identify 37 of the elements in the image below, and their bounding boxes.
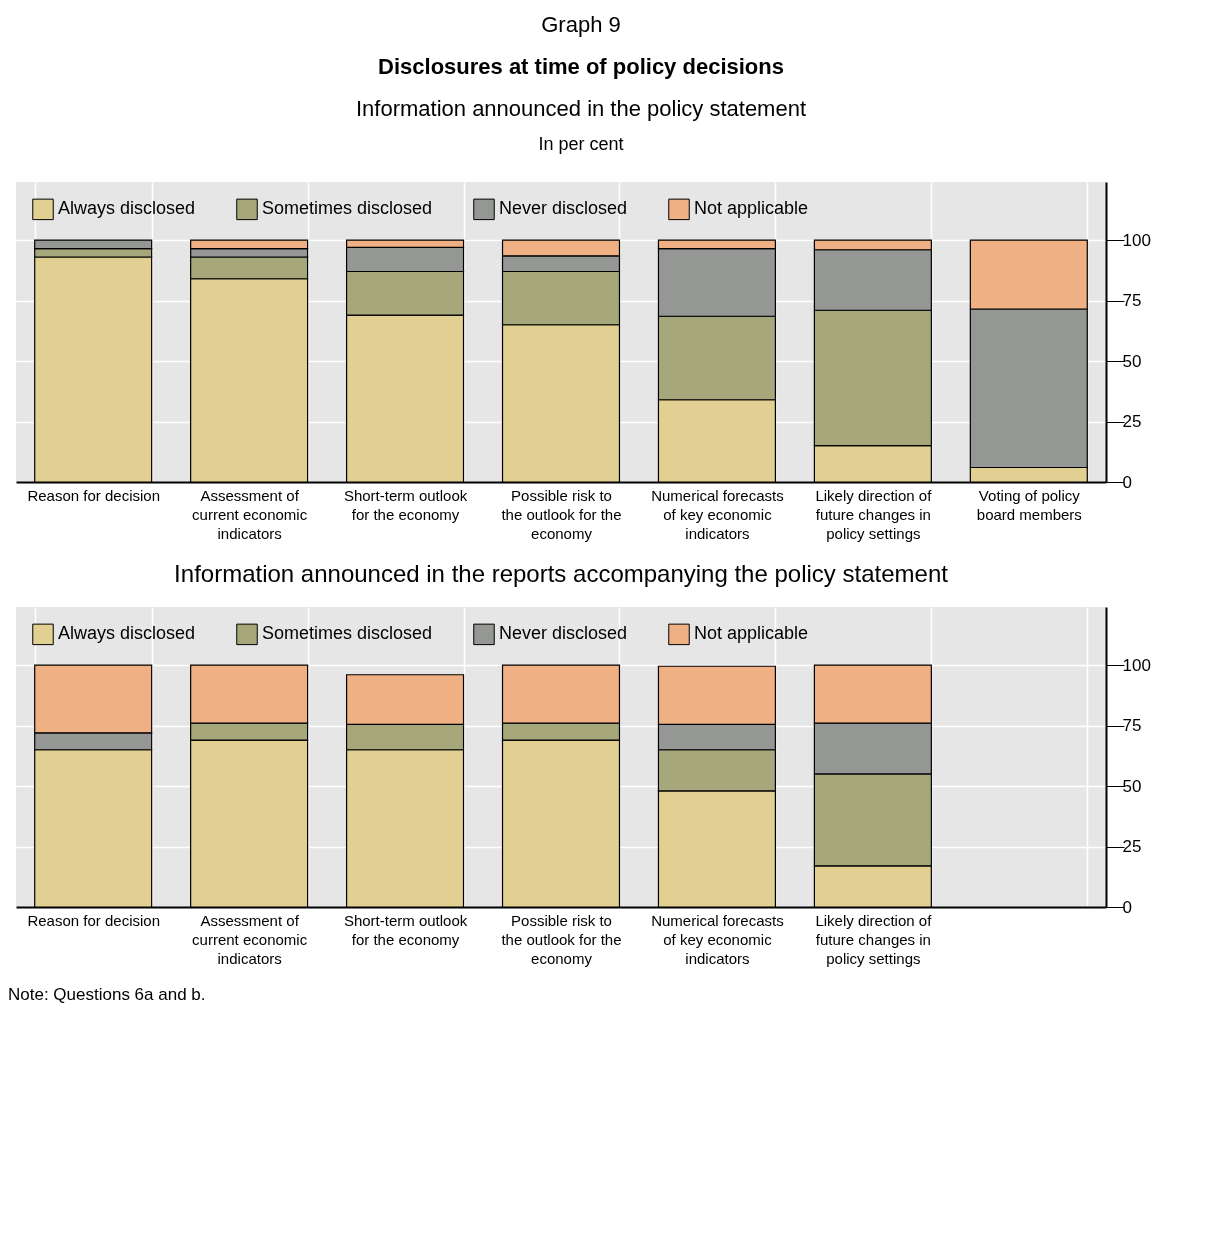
- legend-label: Never disclosed: [499, 623, 628, 644]
- legend-label: Not applicable: [694, 623, 809, 644]
- legend-label: Always disclosed: [58, 198, 196, 219]
- text: In per cent: [538, 134, 624, 154]
- x-tick-label: Possible risk to the outlook for the economy: [501, 486, 622, 542]
- legend-label: Always disclosed: [58, 623, 196, 644]
- y-tick-label: 0: [1122, 472, 1132, 492]
- x-tick-label: Reason for decision: [27, 911, 160, 929]
- x-tick-label: Assessment of current economic indicators: [192, 486, 308, 542]
- x-tick-label: Likely direction of future changes in policy settings: [815, 911, 933, 967]
- x-tick-label: Possible risk to the outlook for the economy: [501, 911, 622, 967]
- x-tick-label: Assessment of current economic indicators: [192, 911, 308, 967]
- y-tick-label: 50: [1122, 351, 1142, 371]
- caption: Graph 9: [541, 12, 621, 37]
- x-tick-label: Reason for decision: [27, 486, 160, 504]
- y-tick-label: 0: [1122, 897, 1132, 917]
- legend-label: Never disclosed: [499, 198, 628, 219]
- y-tick-label: 25: [1122, 837, 1142, 857]
- x-tick-label: Voting of policy board members: [976, 486, 1082, 523]
- x-tick-label: Numerical forecasts of key economic indicators: [651, 911, 784, 967]
- x-tick-label: Short-term outlook for the economy: [343, 486, 468, 523]
- chart-title: Disclosures at time of policy decisions: [378, 54, 784, 79]
- x-tick-label: Numerical forecasts of key economic indicators: [651, 486, 784, 542]
- y-tick-label: 100: [1122, 230, 1151, 250]
- x-tick-label: Short-term outlook for the economy: [343, 911, 468, 948]
- y-tick-label: 75: [1122, 716, 1142, 736]
- y-tick-label: 100: [1122, 655, 1151, 675]
- y-tick-label: 25: [1122, 412, 1142, 432]
- y-tick-label: 75: [1122, 291, 1142, 311]
- legend-label: Sometimes disclosed: [262, 198, 433, 219]
- x-tick-label: Likely direction of future changes in policy settings: [815, 486, 933, 542]
- chart-subtitle: Information announced in the policy statement: [355, 96, 807, 121]
- text: Note: Questions 6a and b.: [8, 985, 206, 1004]
- legend-label: Not applicable: [694, 198, 809, 219]
- chart-title: Information announced in the reports accompanying the policy statement: [174, 560, 949, 587]
- y-tick-label: 50: [1122, 776, 1142, 796]
- legend-label: Sometimes disclosed: [262, 623, 433, 644]
